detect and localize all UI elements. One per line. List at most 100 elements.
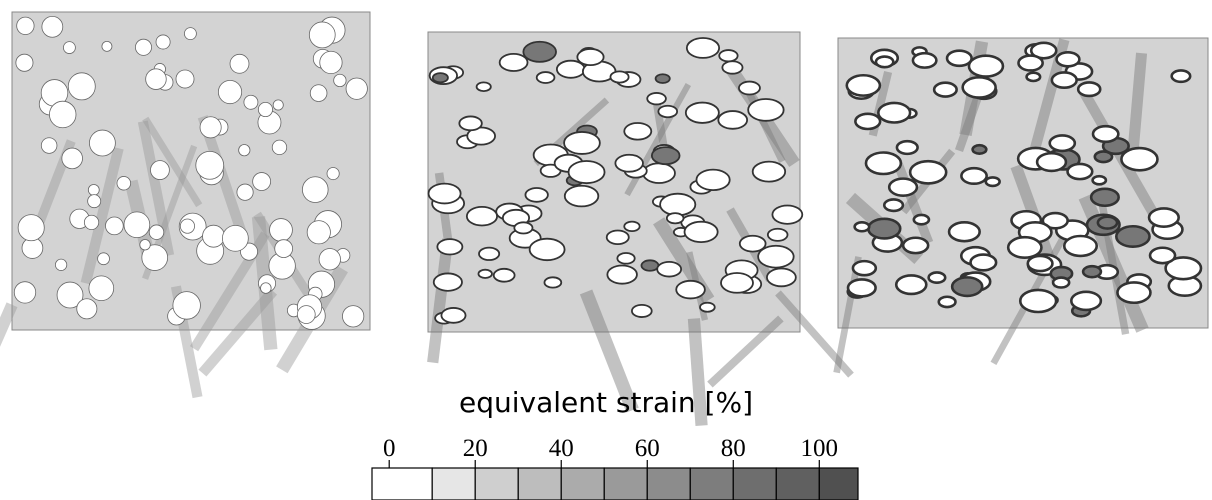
particle bbox=[54, 258, 68, 271]
particle bbox=[984, 176, 1001, 188]
particle bbox=[854, 112, 882, 131]
particle bbox=[721, 60, 744, 75]
particle bbox=[1091, 174, 1108, 186]
particle bbox=[296, 305, 316, 324]
colorbar-segment bbox=[818, 467, 859, 500]
particle bbox=[67, 72, 96, 101]
particle bbox=[1025, 71, 1042, 83]
particle bbox=[88, 275, 115, 302]
colorbar-tick-label: 80 bbox=[721, 435, 746, 462]
particle bbox=[135, 38, 152, 56]
shear-band bbox=[1126, 52, 1148, 160]
particle bbox=[1050, 71, 1078, 90]
shear-band bbox=[198, 287, 278, 377]
particle bbox=[1048, 134, 1077, 153]
particle bbox=[427, 182, 462, 205]
particle bbox=[238, 144, 251, 157]
colorbar-segment bbox=[775, 467, 820, 500]
particle bbox=[911, 51, 938, 69]
particle bbox=[1035, 151, 1068, 173]
particle bbox=[97, 252, 110, 266]
particle bbox=[274, 239, 294, 258]
shear-band bbox=[707, 315, 784, 388]
colorbar-segment bbox=[431, 467, 476, 500]
colorbar-label: equivalent strain [%] bbox=[459, 386, 753, 419]
particle bbox=[229, 53, 250, 74]
colorbar-tick-label: 60 bbox=[635, 435, 660, 462]
colorbar-tick-label: 40 bbox=[549, 435, 574, 462]
particle bbox=[478, 246, 501, 261]
colorbar-tick-label: 20 bbox=[463, 435, 488, 462]
particle bbox=[475, 81, 492, 93]
particle bbox=[1091, 124, 1120, 144]
particle bbox=[302, 176, 329, 203]
particle bbox=[87, 194, 102, 209]
particle bbox=[717, 110, 749, 130]
particle bbox=[1006, 235, 1043, 259]
particle bbox=[699, 301, 716, 313]
particle bbox=[961, 75, 997, 99]
particle bbox=[89, 129, 116, 157]
particle bbox=[695, 168, 731, 192]
shear-band bbox=[687, 318, 708, 427]
particle bbox=[342, 305, 365, 328]
particle bbox=[665, 212, 685, 225]
particle bbox=[306, 220, 331, 245]
particle bbox=[656, 260, 683, 278]
shear-band bbox=[0, 302, 18, 347]
colorbar-segment bbox=[371, 467, 433, 500]
particle bbox=[605, 229, 630, 246]
particle bbox=[969, 253, 998, 272]
particle bbox=[937, 295, 957, 309]
particle bbox=[257, 102, 273, 118]
particle bbox=[945, 49, 973, 68]
particle bbox=[155, 34, 171, 50]
colorbar-tick-label: 100 bbox=[801, 435, 839, 462]
particle bbox=[76, 298, 98, 320]
strain-map bbox=[0, 11, 371, 399]
particle bbox=[141, 244, 169, 271]
particle bbox=[757, 244, 795, 269]
particle bbox=[63, 41, 76, 54]
particle bbox=[150, 160, 170, 180]
particle bbox=[623, 220, 641, 233]
colorbar-segment bbox=[732, 467, 777, 500]
particle bbox=[260, 282, 272, 294]
particle bbox=[718, 49, 739, 63]
particle bbox=[269, 218, 293, 242]
particle bbox=[1116, 281, 1152, 305]
particle bbox=[887, 177, 919, 197]
particle bbox=[971, 143, 988, 155]
particle bbox=[236, 183, 254, 201]
particle bbox=[901, 236, 930, 255]
particle bbox=[738, 80, 761, 96]
particle bbox=[950, 276, 984, 298]
particle bbox=[606, 264, 638, 285]
particle bbox=[675, 279, 706, 300]
particle bbox=[967, 54, 1005, 78]
particle bbox=[1115, 224, 1151, 248]
shear-band bbox=[833, 256, 862, 374]
particle bbox=[432, 272, 463, 292]
particle bbox=[960, 166, 988, 186]
particle bbox=[642, 162, 676, 184]
particle bbox=[1093, 150, 1114, 164]
particle bbox=[175, 69, 195, 89]
particle bbox=[436, 238, 464, 256]
particle bbox=[631, 303, 653, 318]
particle bbox=[271, 139, 288, 155]
shear-band bbox=[892, 158, 934, 245]
particle bbox=[217, 79, 243, 105]
particle bbox=[243, 94, 259, 110]
colorbar-segment bbox=[474, 467, 519, 500]
particle bbox=[1041, 211, 1069, 230]
particle bbox=[1147, 207, 1180, 228]
particle bbox=[252, 172, 272, 191]
particle bbox=[864, 151, 903, 176]
particle bbox=[659, 192, 697, 217]
particle bbox=[172, 291, 201, 320]
particle bbox=[477, 268, 493, 279]
particle bbox=[640, 259, 660, 272]
particle bbox=[49, 100, 77, 129]
